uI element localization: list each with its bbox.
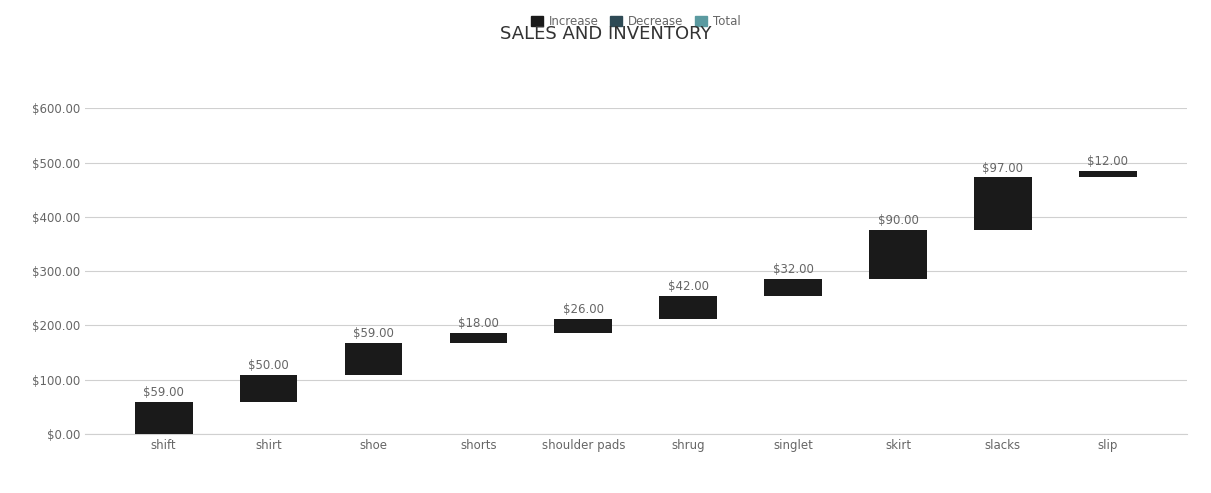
Bar xyxy=(974,177,1032,230)
Text: $50.00: $50.00 xyxy=(248,359,289,372)
Bar xyxy=(764,279,822,296)
Text: SALES AND INVENTORY: SALES AND INVENTORY xyxy=(500,25,711,43)
Legend: Increase, Decrease, Total: Increase, Decrease, Total xyxy=(527,10,745,33)
Bar xyxy=(869,230,926,279)
Text: $12.00: $12.00 xyxy=(1087,155,1129,168)
Text: $18.00: $18.00 xyxy=(458,317,499,330)
Text: $42.00: $42.00 xyxy=(667,281,708,293)
Bar xyxy=(240,375,298,402)
Text: $90.00: $90.00 xyxy=(878,214,918,227)
Text: $59.00: $59.00 xyxy=(354,327,394,340)
Text: $32.00: $32.00 xyxy=(773,263,814,276)
Bar xyxy=(1079,171,1137,177)
Bar xyxy=(555,319,613,333)
Bar xyxy=(345,343,402,375)
Bar xyxy=(659,296,717,319)
Text: $97.00: $97.00 xyxy=(982,162,1023,175)
Text: $26.00: $26.00 xyxy=(563,303,604,316)
Bar xyxy=(134,402,193,434)
Bar xyxy=(449,333,507,343)
Text: $59.00: $59.00 xyxy=(143,386,184,399)
